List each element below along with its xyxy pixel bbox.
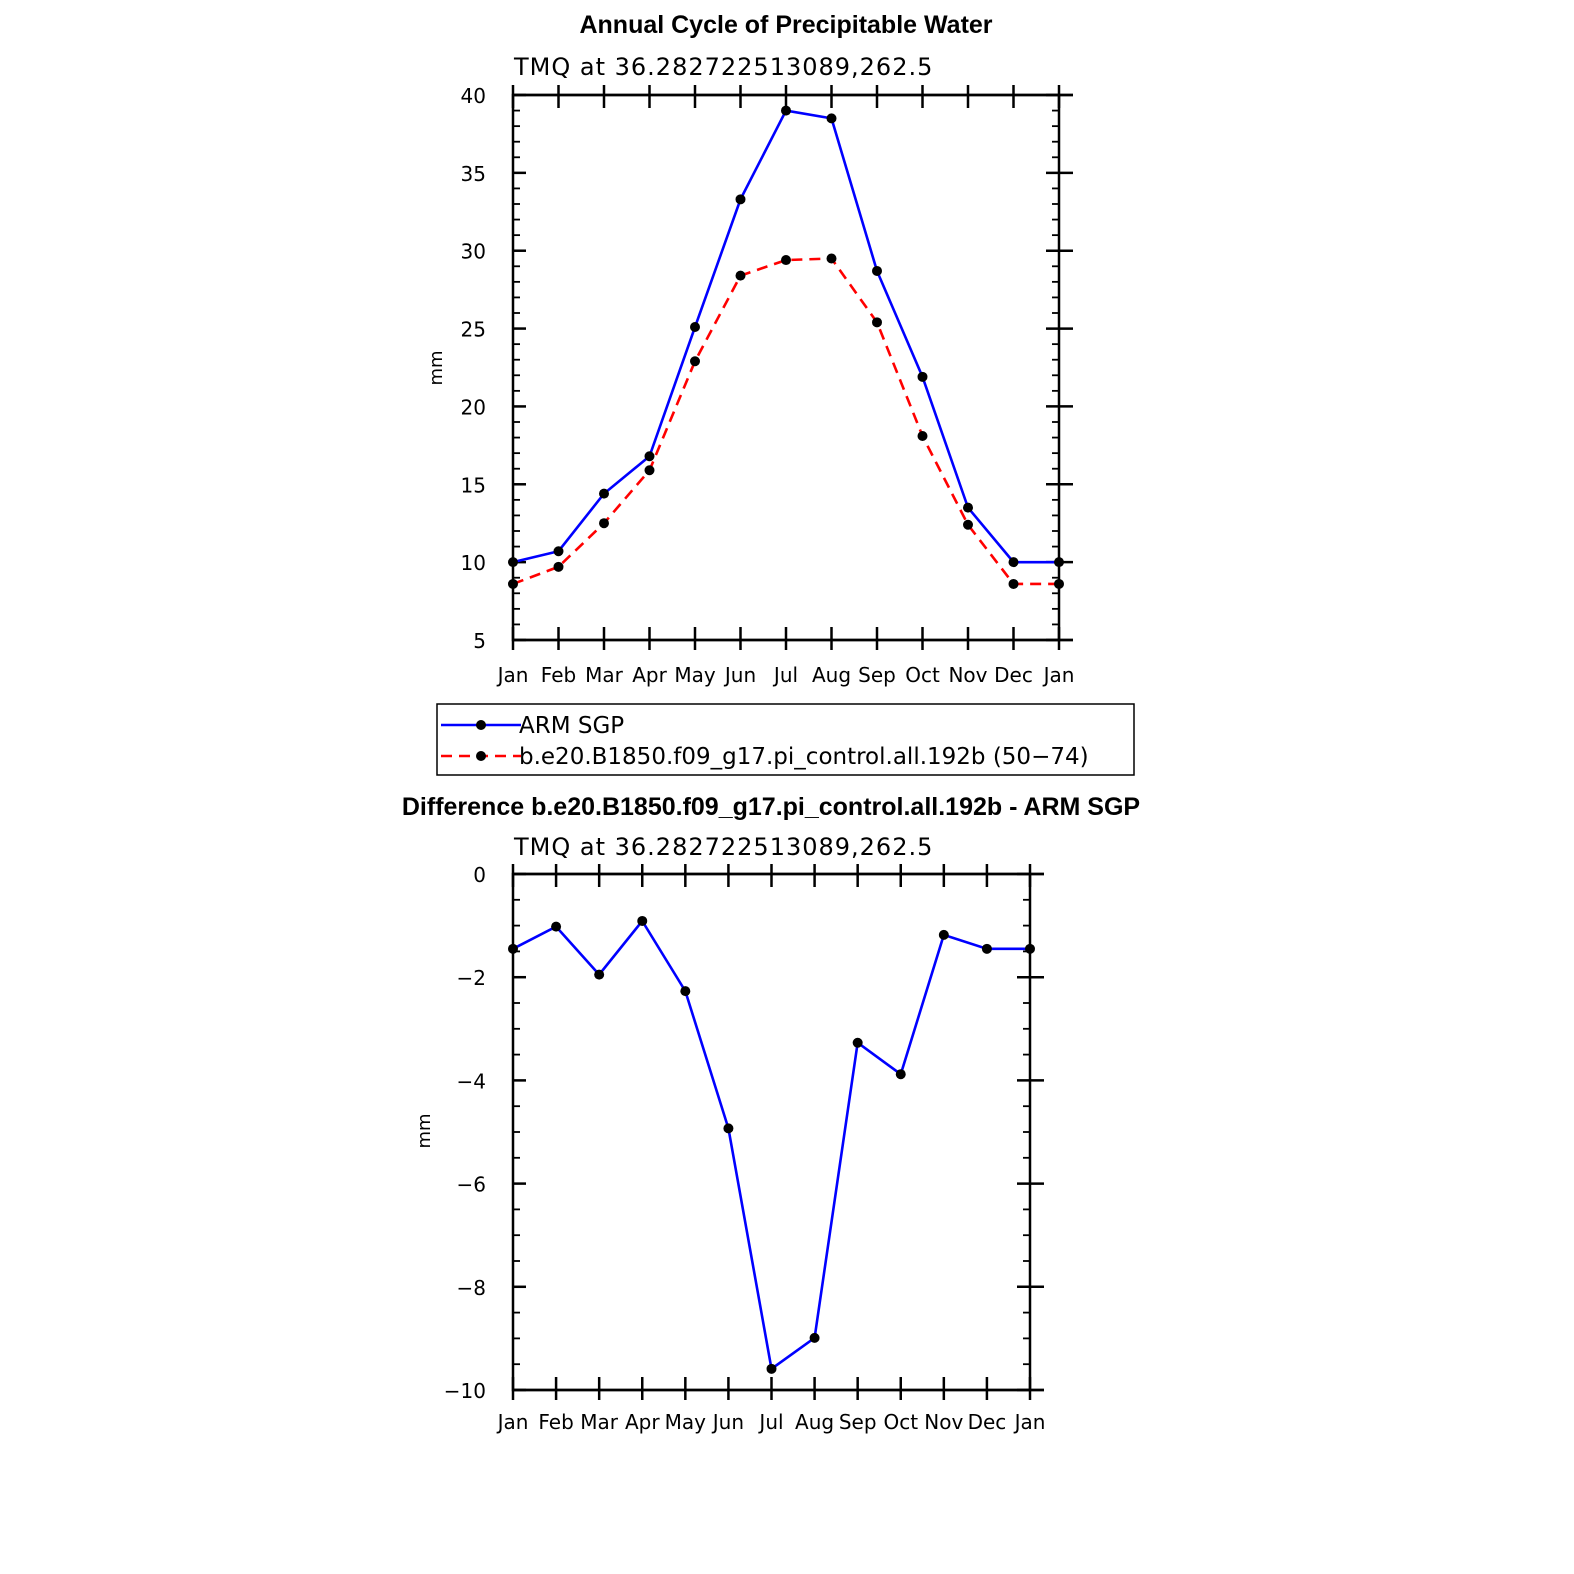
chart-subtitle: TMQ at 36.282722513089,262.5: [513, 833, 933, 861]
data-point: [963, 519, 973, 530]
data-point: [553, 546, 564, 557]
data-point: [637, 915, 648, 926]
y-tick-label: 25: [461, 318, 486, 342]
y-tick-label: −4: [457, 1069, 486, 1093]
data-point: [553, 561, 564, 572]
y-tick-label: −6: [457, 1173, 486, 1197]
data-point: [781, 255, 791, 266]
x-tick-label: Feb: [538, 1410, 573, 1434]
legend-label: b.e20.B1850.f09_g17.pi_control.all.192b …: [519, 744, 1089, 770]
chart-title: Difference b.e20.B1850.f09_g17.pi_contro…: [402, 793, 1140, 821]
data-point: [599, 518, 609, 529]
data-point: [781, 105, 791, 116]
data-point: [508, 943, 518, 954]
x-tick-label: May: [674, 663, 716, 687]
legend-box: [436, 703, 1135, 776]
y-tick-label: 40: [461, 84, 486, 108]
x-tick-label: Apr: [632, 663, 667, 687]
data-point: [735, 194, 746, 205]
x-tick-label: Oct: [883, 1410, 918, 1434]
data-point: [1025, 943, 1035, 954]
y-tick-label: 0: [473, 863, 486, 887]
y-tick-label: 5: [473, 629, 486, 653]
difference-chart: Difference b.e20.B1850.f09_g17.pi_contro…: [402, 793, 1140, 1434]
series-line-0: [512, 109, 1059, 564]
y-tick-label: 30: [461, 240, 486, 264]
chart-title: Annual Cycle of Precipitable Water: [579, 11, 992, 39]
legend: ARM SGP b.e20.B1850.f09_g17.pi_control.al…: [436, 703, 1135, 776]
y-axis-label: mm: [426, 350, 447, 385]
data-point: [1008, 557, 1019, 568]
legend-marker: [476, 720, 486, 730]
y-tick-label: 20: [461, 395, 486, 419]
y-axis-label: mm: [414, 1113, 435, 1148]
data-point: [690, 356, 700, 367]
legend-marker: [476, 751, 486, 761]
legend-label: ARM SGP: [519, 713, 624, 739]
data-point: [1054, 578, 1064, 589]
data-point: [826, 113, 837, 124]
data-point: [809, 1332, 820, 1343]
data-point: [872, 265, 882, 276]
x-tick-label: Dec: [968, 1410, 1007, 1434]
data-point: [826, 253, 837, 264]
data-point: [917, 371, 928, 382]
x-tick-label: Aug: [812, 663, 851, 687]
x-tick-label: Jan: [496, 663, 529, 687]
data-point: [1054, 557, 1064, 568]
x-tick-label: Jan: [496, 1410, 529, 1434]
annual-cycle-chart: Annual Cycle of Precipitable Water TMQ a…: [426, 11, 1135, 776]
data-point: [551, 921, 562, 932]
x-tick-label: Oct: [905, 663, 940, 687]
x-tick-label: Aug: [795, 1410, 834, 1434]
data-point: [852, 1037, 863, 1048]
x-tick-label: Jul: [772, 663, 798, 687]
data-point: [644, 451, 655, 462]
x-tick-label: Dec: [994, 663, 1033, 687]
x-tick-label: Jan: [1042, 663, 1075, 687]
data-point: [872, 317, 882, 328]
data-point: [938, 929, 949, 940]
data-point: [766, 1363, 777, 1374]
series-line-0: [512, 918, 1030, 1372]
data-point: [680, 986, 691, 997]
x-tick-label: May: [665, 1410, 707, 1434]
x-tick-label: Sep: [858, 663, 896, 687]
y-tick-label: −10: [444, 1379, 486, 1403]
plot-frame: [511, 872, 1032, 1392]
data-point: [508, 557, 518, 568]
data-point: [963, 502, 973, 513]
x-tick-label: Jul: [757, 1410, 783, 1434]
data-point: [599, 488, 609, 499]
y-tick-label: −8: [457, 1276, 486, 1300]
data-point: [981, 943, 992, 954]
data-point: [644, 465, 655, 476]
x-tick-label: Jun: [711, 1410, 744, 1434]
data-point: [735, 270, 746, 281]
data-point: [594, 969, 605, 980]
data-point: [508, 578, 518, 589]
x-tick-label: Sep: [839, 1410, 877, 1434]
series-line-1: [512, 257, 1059, 586]
y-tick-label: −2: [457, 966, 486, 990]
x-tick-label: Mar: [585, 663, 624, 687]
data-point: [917, 431, 928, 442]
x-tick-label: Mar: [580, 1410, 619, 1434]
x-tick-label: Nov: [948, 663, 987, 687]
x-tick-label: Nov: [924, 1410, 963, 1434]
x-tick-label: Jan: [1013, 1410, 1046, 1434]
data-point: [895, 1069, 906, 1080]
chart-subtitle: TMQ at 36.282722513089,262.5: [513, 53, 933, 81]
plot-frame: [511, 93, 1061, 642]
x-tick-label: Feb: [541, 663, 576, 687]
y-tick-label: 35: [461, 162, 486, 186]
data-point: [723, 1123, 734, 1134]
y-tick-label: 10: [461, 551, 486, 575]
data-point: [690, 322, 700, 333]
y-tick-label: 15: [461, 473, 486, 497]
data-point: [1008, 578, 1019, 589]
x-tick-label: Jun: [723, 663, 756, 687]
x-tick-label: Apr: [625, 1410, 660, 1434]
